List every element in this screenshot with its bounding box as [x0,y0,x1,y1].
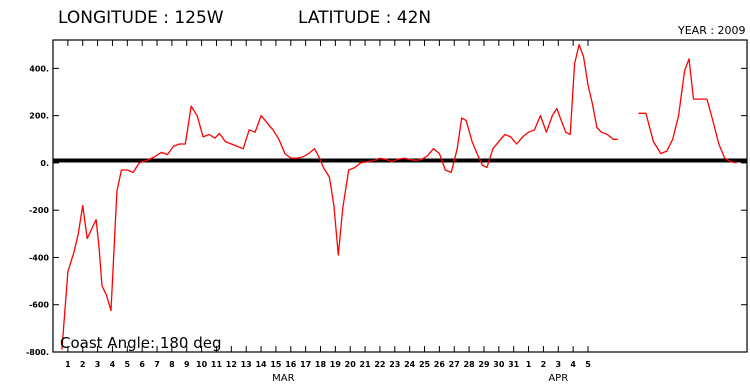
x-tick-label: 22 [374,360,385,369]
x-tick-label: 5 [125,360,131,369]
x-tick-label: 25 [419,360,431,369]
x-tick-label: 15 [270,360,282,369]
x-tick-label: 10 [196,360,208,369]
y-tick-label: -400 [29,253,49,262]
plot-frame [52,39,748,353]
y-tick-label: -200 [29,206,49,215]
x-tick-label: 16 [285,360,297,369]
x-tick-label: 9 [184,360,190,369]
x-tick-label: 18 [315,360,327,369]
x-tick-label: 4 [570,360,576,369]
x-tick-label: 6 [139,360,145,369]
y-tick-label: -600 [29,301,49,310]
series-line [638,58,737,164]
x-tick-label: 19 [330,360,342,369]
x-axis-labels: 1 2 3 4 5 6 7 8 9 10 11 12 13 14 15 16 17 18 19 20 21 22 23 24 2… [65,360,591,369]
x-tick-label: 3 [95,360,101,369]
coast-angle-annotation: Coast Angle: 180 deg [60,334,221,352]
series-line [61,44,618,350]
x-tick-label: 13 [241,360,252,369]
month-label: APR [548,373,568,384]
x-tick-label: 20 [345,360,357,369]
year-label: YEAR : 2009 [677,24,746,37]
x-tick-label: 17 [300,360,311,369]
x-tick-label: 23 [389,360,400,369]
x-tick-label: 28 [464,360,476,369]
x-tick-label: 30 [493,360,505,369]
x-tick-label: 4 [110,360,116,369]
y-tick-label: 0. [40,159,49,168]
x-tick-label: 8 [169,360,175,369]
series-lines [61,44,737,350]
x-tick-label: 11 [211,360,223,369]
x-tick-label: 14 [255,360,267,369]
y-tick-label: 200. [29,112,49,121]
x-tick-label: 2 [541,360,547,369]
x-tick-label: 12 [226,360,237,369]
axis-ticks [53,40,747,353]
x-tick-label: 21 [360,360,372,369]
latitude-label: LATITUDE : 42N [298,8,431,28]
month-labels: MAR APR [272,373,568,384]
x-tick-label: 1 [526,360,532,369]
y-tick-label: -800. [26,348,49,357]
y-axis-labels: 400. 200. 0. -200 -400 -600 -800. [26,64,49,357]
x-tick-label: 1 [65,360,71,369]
x-tick-label: 3 [555,360,561,369]
x-tick-label: 29 [478,360,490,369]
longitude-label: LONGITUDE : 125W [58,8,224,28]
x-tick-label: 31 [508,360,520,369]
x-tick-label: 24 [404,360,416,369]
x-tick-label: 2 [80,360,86,369]
x-tick-label: 7 [154,360,160,369]
x-tick-label: 26 [434,360,446,369]
y-tick-label: 400. [29,64,49,73]
x-tick-label: 27 [449,360,460,369]
month-label: MAR [272,373,294,384]
x-tick-label: 5 [585,360,591,369]
